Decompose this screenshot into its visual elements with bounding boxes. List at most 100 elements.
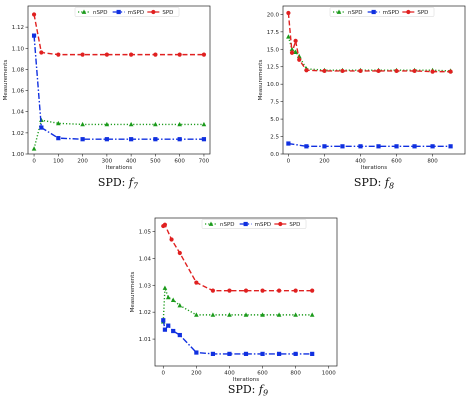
x-tick-label: 700 <box>199 159 210 165</box>
series-nSPD <box>286 34 453 73</box>
data-point-SPD <box>56 52 61 57</box>
y-tick-label: 1.08 <box>12 67 25 73</box>
chart-caption: SPD: f7 <box>98 176 139 191</box>
data-point-mSPD <box>129 137 134 142</box>
data-point-SPD <box>376 68 381 74</box>
caption-prefix: SPD: <box>228 383 259 396</box>
data-point-nSPD <box>309 312 315 317</box>
legend-swatch-marker <box>151 9 156 15</box>
data-point-nSPD <box>276 312 282 317</box>
data-point-SPD <box>412 68 417 74</box>
data-point-nSPD <box>260 312 265 317</box>
x-tick-label: 400 <box>126 159 137 165</box>
data-point-mSPD <box>448 144 453 149</box>
data-point-SPD <box>310 288 315 293</box>
legend-box <box>329 7 435 17</box>
data-point-SPD <box>210 288 216 293</box>
data-point-SPD <box>260 288 265 293</box>
y-tick-label: 10.0 <box>267 82 280 88</box>
y-tick-label: 1.06 <box>12 89 25 95</box>
legend-swatch-marker <box>278 221 283 227</box>
x-axis-label: Iterations <box>233 377 259 383</box>
series-line-SPD <box>287 12 451 73</box>
data-point-SPD <box>322 68 327 74</box>
data-point-SPD <box>276 288 282 293</box>
x-axis-label: Iterations <box>361 165 387 171</box>
data-point-SPD <box>227 288 232 293</box>
data-point-nSPD <box>194 312 199 317</box>
data-point-SPD <box>448 69 453 74</box>
x-tick-label: 500 <box>150 159 161 165</box>
caption-prefix: SPD: <box>354 176 385 189</box>
data-point-mSPD <box>80 137 85 142</box>
legend-entry: nSPD <box>348 10 363 16</box>
data-point-mSPD <box>104 137 109 142</box>
plot-frame <box>27 5 211 155</box>
y-tick-label: 12.5 <box>267 65 280 71</box>
data-point-mSPD <box>340 144 345 149</box>
series-line-mSPD <box>162 320 313 355</box>
data-point-SPD <box>340 68 345 74</box>
x-tick-label: 600 <box>391 159 402 165</box>
data-point-SPD <box>177 52 182 57</box>
data-point-mSPD <box>394 144 399 149</box>
y-tick-label: 1.04 <box>12 110 25 116</box>
legend-swatch-marker <box>336 9 342 14</box>
data-point-nSPD <box>162 285 168 290</box>
data-point-nSPD <box>201 121 207 127</box>
legend-entry: mSPD <box>255 222 271 228</box>
legend-swatch-marker <box>406 9 411 15</box>
x-tick-label: 200 <box>77 159 88 165</box>
data-point-mSPD <box>177 332 182 338</box>
legend: nSPD mSPD SPD <box>329 7 435 17</box>
y-tick-label: 17.5 <box>267 30 280 36</box>
y-tick-label: 1.01 <box>139 337 151 343</box>
caption-function: f <box>128 176 135 189</box>
caption-prefix: SPD: <box>98 176 129 189</box>
data-point-SPD <box>289 50 295 55</box>
data-point-nSPD <box>56 120 61 126</box>
y-tick-label: 1.10 <box>12 46 25 52</box>
series-mSPD <box>286 141 453 149</box>
data-point-SPD <box>297 57 302 62</box>
data-point-SPD <box>358 68 363 74</box>
chart-1: 0 100 200 300 400 500 600 700 1.00 1.02 1.04 1.06 1.… <box>3 5 211 191</box>
legend-swatch-marker <box>243 221 248 227</box>
plot-frame <box>282 5 466 155</box>
data-point-nSPD <box>104 121 110 127</box>
data-point-nSPD <box>80 121 85 127</box>
data-point-SPD <box>177 250 182 256</box>
x-tick-label: 600 <box>174 159 185 165</box>
data-point-nSPD <box>177 121 182 127</box>
data-point-SPD <box>304 68 309 73</box>
legend-box <box>74 7 180 17</box>
y-tick-label: 1.02 <box>139 310 151 316</box>
series-line-mSPD <box>288 142 451 148</box>
chart-caption: SPD: f8 <box>354 176 394 191</box>
x-tick-label: 200 <box>319 159 330 165</box>
x-tick-label: 600 <box>257 371 268 377</box>
data-point-mSPD <box>358 144 363 149</box>
data-point-nSPD <box>170 297 176 302</box>
data-point-SPD <box>169 237 174 242</box>
data-point-nSPD <box>293 49 298 54</box>
data-point-SPD <box>293 38 298 44</box>
data-point-mSPD <box>412 144 417 149</box>
data-point-mSPD <box>153 137 158 142</box>
data-point-mSPD <box>293 351 298 356</box>
x-tick-label: 800 <box>427 159 438 165</box>
series-line-SPD <box>33 14 204 56</box>
chart-caption: SPD: f9 <box>228 383 268 398</box>
data-point-mSPD <box>177 137 182 142</box>
data-point-mSPD <box>171 328 176 334</box>
y-tick-label: 20.0 <box>267 12 280 18</box>
legend: nSPD mSPD SPD <box>201 219 307 229</box>
y-tick-label: 1.00 <box>12 152 25 158</box>
x-tick-label: 400 <box>355 159 366 165</box>
y-tick-label: 7.5 <box>270 100 279 106</box>
series-line-nSPD <box>162 287 313 322</box>
series-line-nSPD <box>33 119 204 149</box>
series-SPD <box>286 10 453 74</box>
legend-entry: SPD <box>289 222 300 228</box>
data-point-SPD <box>31 12 37 17</box>
